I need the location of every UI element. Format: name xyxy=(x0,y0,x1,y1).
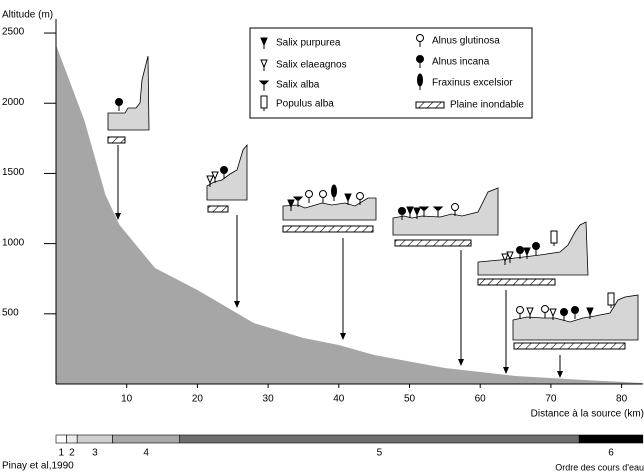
symbol xyxy=(451,203,459,211)
stream-order-label: Ordre des cours d'eau xyxy=(555,462,644,472)
symbol xyxy=(416,55,424,63)
symbol xyxy=(292,196,304,201)
symbol xyxy=(523,247,531,257)
symbol xyxy=(260,37,268,47)
symbol xyxy=(398,207,406,215)
x-tick-label: 60 xyxy=(475,394,487,405)
y-tick-label: 500 xyxy=(2,307,19,318)
arrow-head xyxy=(557,371,563,378)
legend-label: Salix purpurea xyxy=(276,38,341,49)
symbol xyxy=(501,253,509,263)
arrow-head xyxy=(458,359,464,366)
symbol xyxy=(607,292,615,306)
stream-order-number: 2 xyxy=(69,448,75,459)
cross-section xyxy=(282,197,377,221)
stream-order-segment xyxy=(55,434,67,444)
symbol xyxy=(415,101,445,109)
source: Pinay et al,1990 xyxy=(2,461,74,472)
symbol xyxy=(532,242,540,250)
symbol xyxy=(586,307,594,317)
arrow-head xyxy=(340,333,346,340)
symbol xyxy=(287,199,295,209)
stream-order-segment xyxy=(112,434,181,444)
legend-label: Plaine inondable xyxy=(450,100,524,111)
floodplain xyxy=(477,278,556,286)
symbol xyxy=(526,307,534,317)
symbol xyxy=(516,246,524,254)
legend-label: Populus alba xyxy=(276,99,334,110)
symbol xyxy=(260,59,268,69)
stream-order-segment xyxy=(578,434,644,444)
legend-label: Alnus glutinosa xyxy=(432,36,500,47)
cross-section xyxy=(107,55,150,131)
arrow-head xyxy=(115,213,121,220)
arrow-head xyxy=(234,301,240,308)
symbol xyxy=(416,34,424,42)
stream-order-number: 3 xyxy=(92,448,98,459)
area xyxy=(56,44,643,384)
cross-section xyxy=(206,143,248,201)
symbol xyxy=(516,306,524,314)
symbol xyxy=(571,306,579,314)
legend-label: Fraxinus excelsior xyxy=(432,78,513,89)
legend-label: Alnus incana xyxy=(432,57,490,68)
symbol xyxy=(406,206,414,216)
symbol xyxy=(549,308,557,318)
x-tick-label: 50 xyxy=(404,394,416,405)
floodplain xyxy=(282,225,374,233)
symbol xyxy=(206,175,214,185)
x-tick-label: 20 xyxy=(192,394,204,405)
symbol xyxy=(432,206,444,211)
symbol xyxy=(413,207,421,217)
symbol xyxy=(550,230,558,244)
x-tick-label: 40 xyxy=(333,394,345,405)
symbol xyxy=(319,190,327,198)
x-tick-label: 10 xyxy=(121,394,133,405)
y-tick-label: 2500 xyxy=(2,27,25,38)
x-tick-label: 30 xyxy=(263,394,275,405)
stream-order-number: 4 xyxy=(143,448,149,459)
stream-order-segment xyxy=(66,434,78,444)
symbol xyxy=(541,305,549,313)
symbol xyxy=(356,192,364,200)
stream-order-segment xyxy=(179,434,580,444)
arrow-head xyxy=(503,367,509,374)
symbol xyxy=(220,166,228,174)
y-tick-label: 1000 xyxy=(2,237,25,248)
symbol xyxy=(331,184,337,198)
x-tick-label: 70 xyxy=(545,394,557,405)
y-tick-label: 1500 xyxy=(2,167,25,178)
symbol xyxy=(344,193,352,203)
y-axis-label: Altitude (m) xyxy=(2,10,53,21)
legend-label: Salix elaeagnos xyxy=(276,60,347,71)
symbol xyxy=(417,73,423,87)
floodplain xyxy=(207,205,229,213)
floodplain xyxy=(107,136,126,144)
symbol xyxy=(115,98,123,106)
y-tick-label: 2000 xyxy=(2,97,25,108)
symbol xyxy=(260,95,268,109)
symbol xyxy=(506,251,514,261)
stream-order-number: 5 xyxy=(377,448,383,459)
symbol xyxy=(418,206,430,211)
symbol xyxy=(305,190,313,198)
symbol xyxy=(211,171,219,181)
symbol xyxy=(560,308,568,316)
x-axis-label: Distance à la source (km) xyxy=(531,409,644,420)
stream-order-segment xyxy=(76,434,113,444)
floodplain xyxy=(394,239,472,247)
x-tick-label: 80 xyxy=(616,394,628,405)
floodplain xyxy=(513,342,626,350)
stream-order-number: 6 xyxy=(608,448,614,459)
legend-box xyxy=(249,27,533,119)
stream-order-number: 1 xyxy=(59,448,65,459)
symbol xyxy=(258,80,270,85)
cross-section xyxy=(392,187,499,236)
area-layer xyxy=(56,44,643,384)
legend-label: Salix alba xyxy=(276,80,320,91)
